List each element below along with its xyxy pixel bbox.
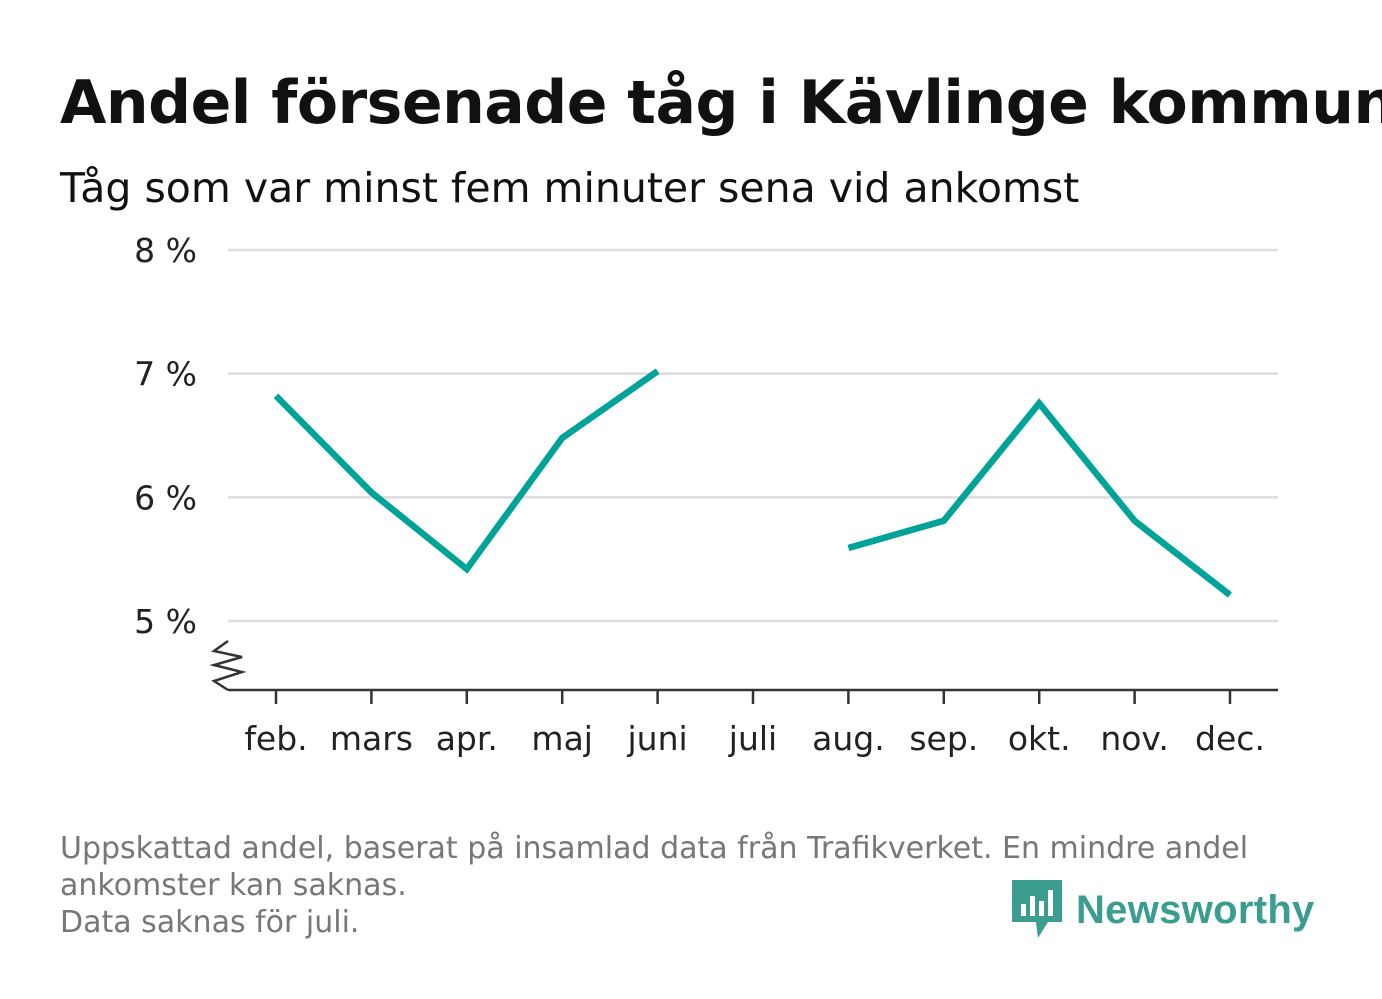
y-tick-label: 7 % bbox=[134, 355, 197, 394]
x-tick-label: juni bbox=[627, 719, 688, 758]
brand-name: Newsworthy bbox=[1076, 887, 1315, 932]
x-tick-label: okt. bbox=[1008, 719, 1071, 758]
axis-break-icon bbox=[209, 639, 247, 692]
x-tick-label: juli bbox=[728, 719, 777, 758]
x-tick-label: aug. bbox=[812, 719, 885, 758]
x-tick-label: apr. bbox=[436, 719, 498, 758]
y-axis-labels: 5 % 6 % 7 % 8 % bbox=[134, 231, 197, 641]
x-axis bbox=[209, 639, 1278, 704]
x-axis-labels: feb. mars apr. maj juni juli aug. sep. okt. nov. d… bbox=[244, 719, 1265, 758]
x-tick-label: mars bbox=[330, 719, 413, 758]
y-tick-label: 6 % bbox=[134, 478, 197, 517]
x-tick-label: sep. bbox=[909, 719, 978, 758]
chart-subtitle: Tåg som var minst fem minuter sena vid a… bbox=[60, 164, 1080, 212]
x-tick-label: feb. bbox=[244, 719, 307, 758]
gridlines bbox=[228, 248, 1278, 623]
footnote-line: Uppskattad andel, baserat på insamlad da… bbox=[60, 831, 1249, 866]
y-tick-label: 8 % bbox=[134, 231, 197, 270]
footnote-line: ankomster kan saknas. bbox=[60, 868, 407, 903]
brand-logo: Newsworthy bbox=[1012, 878, 1315, 942]
x-tick-label: dec. bbox=[1195, 719, 1265, 758]
x-tick-label: maj bbox=[531, 719, 593, 758]
x-tick-label: nov. bbox=[1100, 719, 1169, 758]
footnote-line: Data saknas för juli. bbox=[60, 905, 360, 940]
newsworthy-bar-chart-icon bbox=[1012, 880, 1062, 938]
chart-title: Andel försenade tåg i Kävlinge kommun bbox=[60, 68, 1382, 138]
footnote: Uppskattad andel, baserat på insamlad da… bbox=[60, 830, 1320, 941]
series-line bbox=[273, 368, 660, 574]
y-tick-label: 5 % bbox=[134, 602, 197, 641]
data-series bbox=[273, 368, 1232, 598]
series-line bbox=[847, 398, 1232, 598]
